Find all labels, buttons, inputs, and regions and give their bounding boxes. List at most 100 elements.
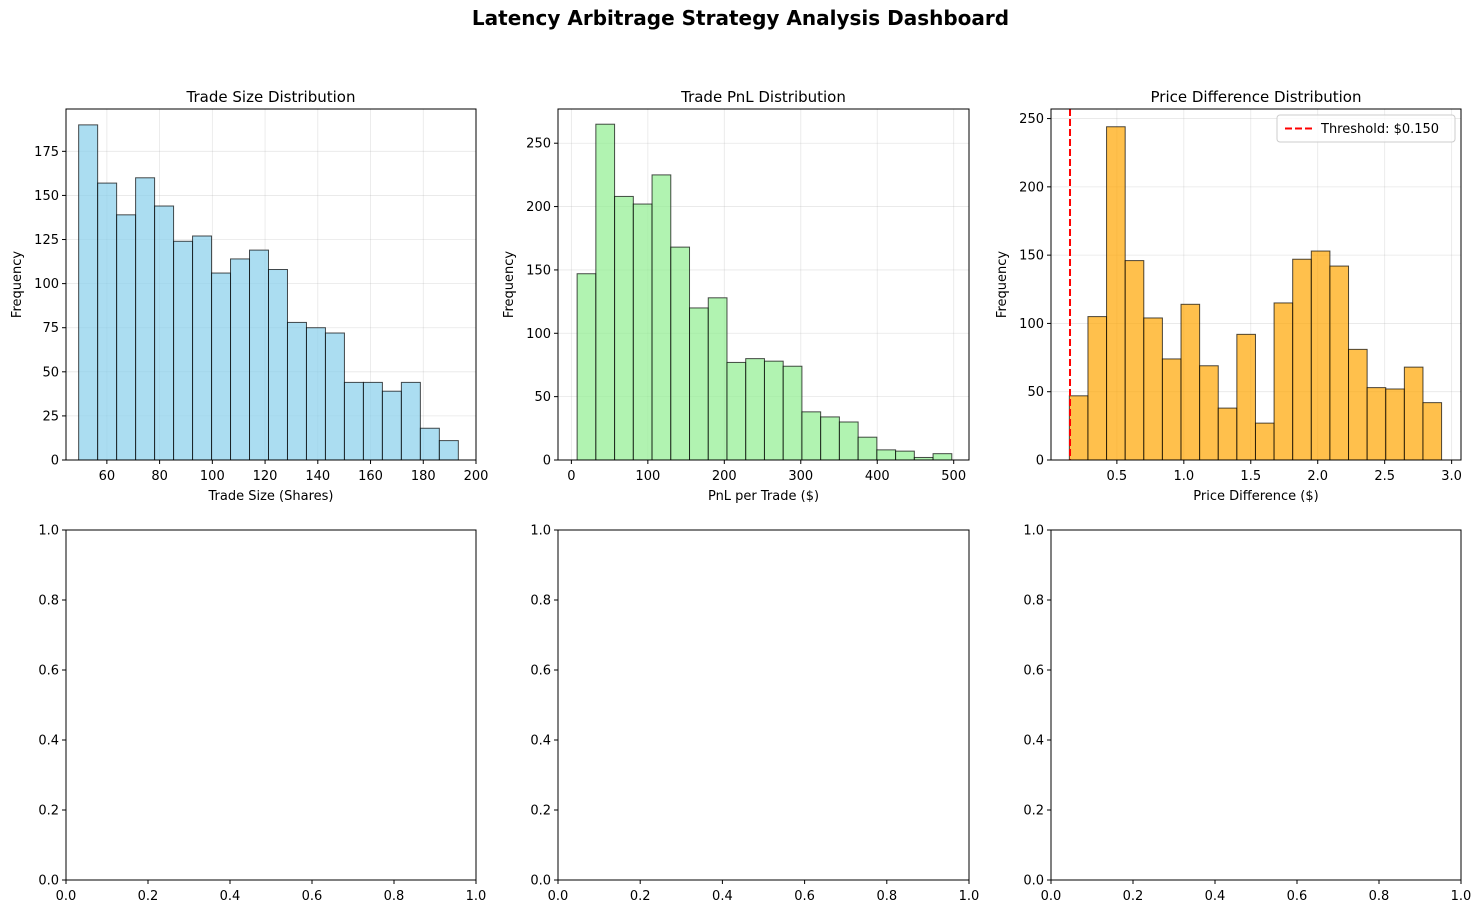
histogram-bar — [192, 235, 213, 461]
histogram-bar — [857, 436, 878, 461]
histogram-bar — [651, 174, 672, 461]
y-tick-label: 0.2 — [38, 804, 59, 819]
y-tick-label: 50 — [1027, 385, 1044, 400]
y-tick-label: 25 — [42, 409, 59, 424]
x-tick-label: 60 — [99, 469, 116, 484]
y-tick-label: 0.6 — [38, 664, 59, 679]
y-tick-label: 0.8 — [530, 594, 551, 609]
histogram-bar — [1254, 422, 1275, 461]
y-tick-label: 0.8 — [1023, 594, 1044, 609]
x-tick-label: 1.0 — [1451, 889, 1472, 904]
histogram-bar — [343, 381, 364, 461]
x-tick-label: 0.5 — [1107, 469, 1128, 484]
y-tick-label: 0.8 — [38, 594, 59, 609]
histogram-bar — [838, 421, 859, 461]
y-tick-label: 150 — [1019, 249, 1044, 264]
y-tick-label: 175 — [34, 145, 59, 160]
histogram-bar — [1217, 407, 1238, 461]
x-tick-label: 400 — [865, 469, 890, 484]
y-tick-label: 1.0 — [530, 524, 551, 539]
y-tick-label: 100 — [1019, 317, 1044, 332]
histogram-bar — [763, 360, 784, 461]
histogram-bar — [726, 361, 747, 461]
y-tick-label: 0 — [543, 454, 551, 469]
subplot-title: Trade PnL Distribution — [680, 88, 846, 106]
histogram-bar — [1366, 387, 1387, 461]
y-axis-label: Frequency — [995, 251, 1010, 318]
subplot-3: 0.5 1.0 1.5 2.0 2.5 3.0 0 50 100 150 200 250 Price D… — [995, 88, 1462, 504]
subplot-5: 0.0 0.2 0.4 0.6 0.8 1.0 0.0 0.2 0.4 0.6 0.8 1.0 — [530, 524, 979, 905]
x-tick-label: 0.2 — [138, 889, 159, 904]
histogram-bar — [1273, 302, 1294, 461]
y-axis-label: Frequency — [502, 251, 517, 318]
histogram-bar — [211, 272, 232, 461]
histogram-bar — [595, 123, 616, 461]
histogram-bar — [876, 449, 897, 461]
x-tick-label: 100 — [200, 469, 225, 484]
y-tick-label: 125 — [34, 233, 59, 248]
y-tick-label: 0.0 — [530, 874, 551, 889]
y-tick-label: 0.4 — [530, 734, 551, 749]
histogram-bar — [78, 124, 99, 461]
x-tick-label: 200 — [464, 469, 489, 484]
x-tick-label: 140 — [305, 469, 330, 484]
x-tick-label: 120 — [253, 469, 278, 484]
x-tick-label: 0.8 — [1369, 889, 1390, 904]
x-tick-label: 0.6 — [302, 889, 323, 904]
x-tick-label: 0.8 — [384, 889, 405, 904]
y-tick-label: 200 — [1019, 180, 1044, 195]
histogram-bar — [135, 177, 156, 461]
y-tick-label: 0.6 — [1023, 664, 1044, 679]
axes-frame — [1050, 529, 1462, 881]
histogram-bar — [419, 427, 440, 461]
histogram-bar — [670, 246, 691, 461]
subplot-title: Price Difference Distribution — [1151, 88, 1362, 106]
axes-frame — [1050, 108, 1462, 461]
histogram-bar — [1143, 317, 1163, 461]
histogram-bar — [1199, 365, 1219, 461]
y-tick-label: 50 — [534, 390, 551, 405]
y-tick-label: 200 — [526, 200, 551, 215]
histogram-bar — [400, 381, 421, 461]
histogram-bar — [305, 327, 326, 461]
x-tick-label: 0 — [567, 469, 575, 484]
histogram-bar — [614, 195, 634, 461]
y-tick-label: 1.0 — [1023, 524, 1044, 539]
x-tick-label: 0.0 — [548, 889, 569, 904]
subplot-1: 60 80 100 120 140 160 180 200 0 25 50 75 100 125 150 17… — [10, 88, 488, 504]
histogram-bar — [286, 321, 307, 461]
histogram-bar — [1348, 348, 1368, 461]
x-tick-label: 0.4 — [220, 889, 241, 904]
x-tick-label: 160 — [358, 469, 383, 484]
x-tick-label: 0.8 — [876, 889, 897, 904]
x-tick-label: 1.5 — [1240, 469, 1261, 484]
x-tick-label: 0.6 — [794, 889, 815, 904]
axes-frame — [557, 108, 970, 461]
axes-frame — [65, 529, 477, 881]
x-axis-label: PnL per Trade ($) — [708, 489, 819, 504]
histogram-bar — [745, 358, 765, 461]
histogram-bar — [1403, 366, 1424, 461]
x-tick-label: 0.0 — [1041, 889, 1062, 904]
histogram-bar — [1087, 316, 1108, 461]
histogram-bar — [1068, 395, 1089, 461]
y-tick-label: 250 — [526, 137, 551, 152]
histogram-bar — [576, 273, 597, 461]
histogram-bar — [1180, 303, 1201, 461]
y-tick-label: 150 — [526, 263, 551, 278]
x-tick-label: 100 — [635, 469, 660, 484]
x-tick-label: 2.5 — [1374, 469, 1395, 484]
x-tick-label: 0.0 — [56, 889, 77, 904]
y-tick-label: 50 — [42, 365, 59, 380]
y-tick-label: 0.4 — [38, 734, 59, 749]
histogram-bar — [249, 249, 269, 461]
y-tick-label: 0.6 — [530, 664, 551, 679]
histogram-bar — [632, 203, 653, 461]
histogram-bar — [1124, 260, 1145, 461]
histogram-bar — [1422, 402, 1443, 461]
histogram-bar — [895, 450, 915, 461]
y-tick-label: 0.0 — [1023, 874, 1044, 889]
x-tick-label: 0.2 — [1123, 889, 1144, 904]
histogram-bar — [932, 453, 953, 461]
y-tick-label: 0.2 — [530, 804, 551, 819]
